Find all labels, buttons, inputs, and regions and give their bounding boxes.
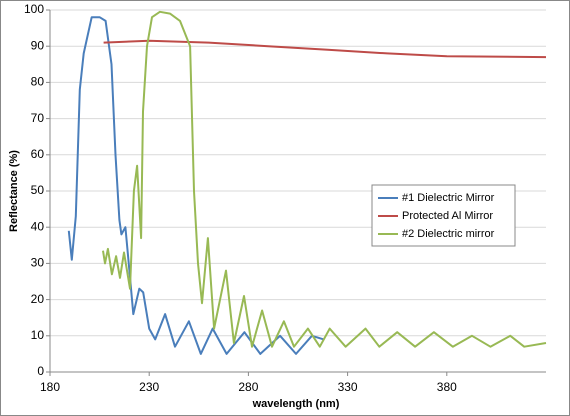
legend-label: Protected Al Mirror	[402, 210, 493, 222]
y-tick-label: 100	[24, 2, 44, 16]
series-line	[67, 16, 325, 355]
y-tick-label: 90	[31, 38, 45, 52]
series-line	[102, 10, 547, 348]
x-axis-title: wavelength (nm)	[252, 398, 340, 410]
legend-label: #2 Dielectric mirror	[402, 228, 495, 240]
y-tick-label: 10	[31, 328, 45, 342]
legend-label: #1 Dielectric Mirror	[402, 192, 495, 204]
x-tick-label: 380	[437, 380, 457, 394]
y-tick-label: 50	[31, 183, 45, 197]
x-tick-label: 280	[238, 380, 258, 394]
y-tick-label: 80	[31, 75, 45, 89]
y-tick-label: 40	[31, 219, 45, 233]
y-tick-label: 30	[31, 256, 45, 270]
y-axis-title: Reflectance (%)	[8, 150, 20, 232]
series-line	[103, 39, 547, 59]
x-tick-label: 330	[338, 380, 358, 394]
x-tick-label: 180	[40, 380, 60, 394]
y-tick-label: 0	[37, 364, 44, 378]
y-tick-label: 60	[31, 147, 45, 161]
x-tick-label: 230	[139, 380, 159, 394]
y-tick-label: 70	[31, 111, 45, 125]
y-tick-label: 20	[31, 292, 45, 306]
